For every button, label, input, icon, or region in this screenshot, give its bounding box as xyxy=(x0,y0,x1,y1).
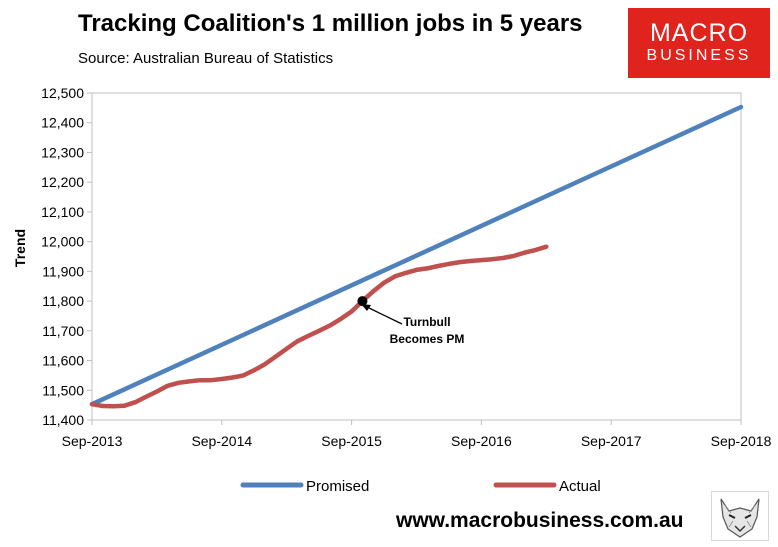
macrobusiness-logo: MACRO BUSINESS xyxy=(628,8,770,78)
annotation: Turnbull Becomes PM xyxy=(357,296,464,346)
chart-title: Tracking Coalition's 1 million jobs in 5… xyxy=(78,10,583,37)
x-tick-label: Sep-2018 xyxy=(711,433,772,449)
annotation-line-1: Turnbull xyxy=(403,315,450,329)
legend-label-actual: Actual xyxy=(559,478,601,495)
series-line-actual xyxy=(89,244,549,409)
series-layer xyxy=(89,104,744,409)
y-tick-label: 12,400 xyxy=(41,115,84,131)
y-tick-label: 12,500 xyxy=(41,85,84,101)
y-tick-label: 11,600 xyxy=(42,353,84,369)
x-tick-label: Sep-2014 xyxy=(191,433,252,449)
y-tick-label: 12,100 xyxy=(41,204,84,220)
legend: Promised Actual xyxy=(240,478,601,495)
x-tick-label: Sep-2015 xyxy=(321,433,382,449)
legend-label-promised: Promised xyxy=(306,478,369,495)
annotation-marker xyxy=(357,296,368,307)
x-tick-label: Sep-2017 xyxy=(581,433,642,449)
logo-line-2: BUSINESS xyxy=(646,47,752,64)
series-line-promised xyxy=(89,104,744,407)
y-tick-label: 11,400 xyxy=(42,412,84,428)
y-tick-label: 11,900 xyxy=(42,263,84,279)
chart-source: Source: Australian Bureau of Statistics xyxy=(78,50,334,67)
y-tick-label: 11,700 xyxy=(42,323,84,339)
x-tick-label: Sep-2016 xyxy=(451,433,512,449)
wolf-mascot-icon xyxy=(711,491,769,541)
logo-line-1: MACRO xyxy=(649,19,749,47)
annotation-line-2: Becomes PM xyxy=(390,332,465,346)
y-axis-ticks: 11,400 11,500 11,600 11,700 11,800 11,900 12,0… xyxy=(41,85,92,428)
y-tick-label: 12,300 xyxy=(41,144,84,160)
y-tick-label: 11,800 xyxy=(42,293,84,309)
y-tick-label: 12,000 xyxy=(41,234,84,250)
y-axis-label: Trend xyxy=(12,229,28,267)
y-tick-label: 12,200 xyxy=(41,174,84,190)
y-tick-label: 11,500 xyxy=(42,382,84,398)
annotation-arrow xyxy=(366,306,403,325)
x-tick-label: Sep-2013 xyxy=(62,433,123,449)
x-axis-ticks: Sep-2013 Sep-2014 Sep-2015 Sep-2016 Sep-2017… xyxy=(62,420,772,449)
website-footer: www.macrobusiness.com.au xyxy=(396,509,684,532)
